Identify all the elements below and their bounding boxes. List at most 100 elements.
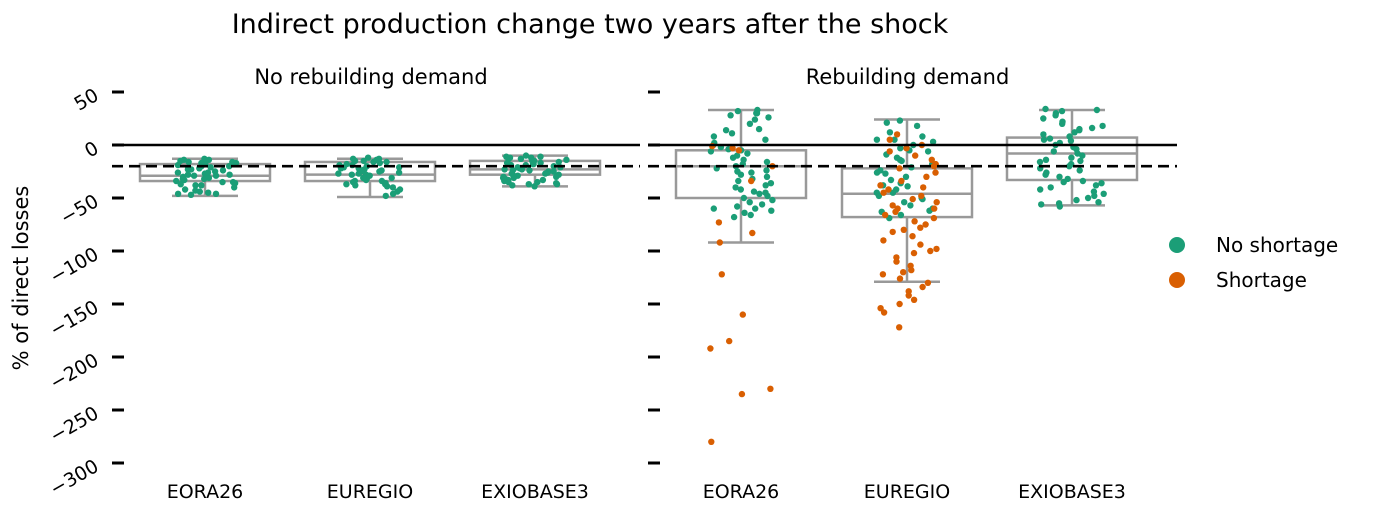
data-point (1042, 171, 1049, 178)
data-point (348, 171, 355, 178)
data-point (734, 107, 742, 115)
data-point (912, 152, 919, 159)
data-point (174, 161, 182, 169)
data-point (886, 136, 893, 143)
data-point (174, 169, 182, 176)
data-point (173, 177, 180, 185)
data-point (364, 154, 372, 161)
data-point (375, 155, 383, 162)
data-point (1036, 158, 1044, 166)
data-point (879, 271, 887, 278)
data-point (530, 160, 537, 168)
data-point (918, 192, 925, 200)
data-point (882, 170, 889, 177)
data-point (500, 173, 507, 180)
data-point (1076, 167, 1083, 174)
data-point (1050, 148, 1058, 155)
data-point (927, 247, 934, 255)
data-point (219, 167, 227, 174)
data-point (767, 385, 774, 392)
data-point (741, 209, 748, 216)
data-point (707, 345, 714, 352)
data-point (873, 169, 881, 176)
data-point (924, 148, 932, 155)
data-point (184, 171, 192, 178)
box-iqr (303, 160, 437, 183)
data-point (1060, 178, 1067, 186)
data-point (732, 184, 739, 191)
data-point (389, 184, 397, 191)
data-point (1079, 152, 1086, 159)
data-point (911, 218, 918, 225)
data-point (896, 324, 903, 331)
data-point (892, 208, 899, 215)
data-point (897, 211, 905, 219)
data-point (929, 138, 937, 145)
data-point (177, 181, 184, 188)
data-point (763, 173, 771, 180)
data-point (928, 156, 935, 163)
data-point (917, 224, 924, 231)
data-point (900, 269, 907, 276)
data-point (1042, 105, 1049, 113)
data-point (746, 199, 753, 206)
data-point (730, 213, 738, 221)
data-point (343, 181, 350, 188)
data-point (389, 190, 397, 197)
data-point (887, 176, 895, 184)
data-point (763, 167, 770, 174)
legend-label: Shortage (1216, 268, 1307, 292)
data-point (931, 205, 938, 212)
data-point (735, 177, 742, 185)
data-point (932, 169, 939, 176)
data-point (896, 275, 904, 282)
data-point (1047, 184, 1054, 191)
data-point (873, 136, 881, 143)
data-point (1098, 180, 1105, 187)
data-point (930, 214, 938, 222)
data-point (898, 177, 905, 185)
data-point (553, 173, 560, 180)
data-point (388, 174, 395, 182)
chart-title: Indirect production change two years aft… (232, 9, 949, 40)
data-point (352, 182, 359, 189)
data-point (722, 127, 730, 134)
y-tick-label: −300 (46, 455, 102, 500)
data-point (715, 219, 723, 226)
data-point (174, 190, 182, 197)
data-point (1056, 173, 1063, 180)
data-point (749, 229, 756, 237)
panel-1: No rebuilding demand 50 0 −50 −100 −150 −200 −2… (46, 65, 640, 503)
data-point (537, 153, 544, 160)
data-point (510, 172, 517, 179)
data-point (738, 390, 746, 398)
data-point (909, 195, 916, 203)
data-point (909, 233, 916, 240)
y-tick-label: 50 (71, 84, 103, 115)
data-point (920, 184, 927, 191)
y-tick-label: −100 (46, 243, 102, 288)
data-point (727, 112, 734, 119)
data-point (762, 189, 769, 196)
data-point (882, 211, 889, 219)
x-tick-label: EUREGIO (327, 481, 413, 503)
y-tick-label: 0 (81, 137, 102, 162)
data-point (893, 131, 901, 138)
data-point (886, 129, 894, 136)
data-point (506, 154, 514, 161)
data-point (539, 176, 547, 184)
data-point (537, 159, 544, 167)
data-point (376, 168, 383, 175)
data-point (905, 292, 912, 299)
data-point (902, 173, 910, 180)
data-point (877, 182, 884, 189)
data-point (919, 283, 926, 291)
x-tick-label: EORA26 (167, 481, 244, 503)
data-point (563, 156, 570, 163)
data-point (505, 178, 512, 186)
data-point (1067, 137, 1075, 144)
data-point (526, 167, 533, 174)
data-point (746, 120, 754, 128)
data-point (207, 164, 214, 171)
data-point (518, 166, 526, 173)
